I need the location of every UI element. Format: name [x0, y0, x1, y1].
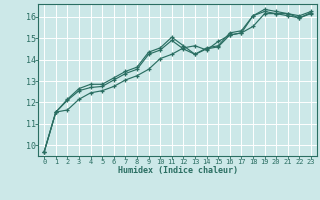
X-axis label: Humidex (Indice chaleur): Humidex (Indice chaleur)	[118, 166, 238, 175]
